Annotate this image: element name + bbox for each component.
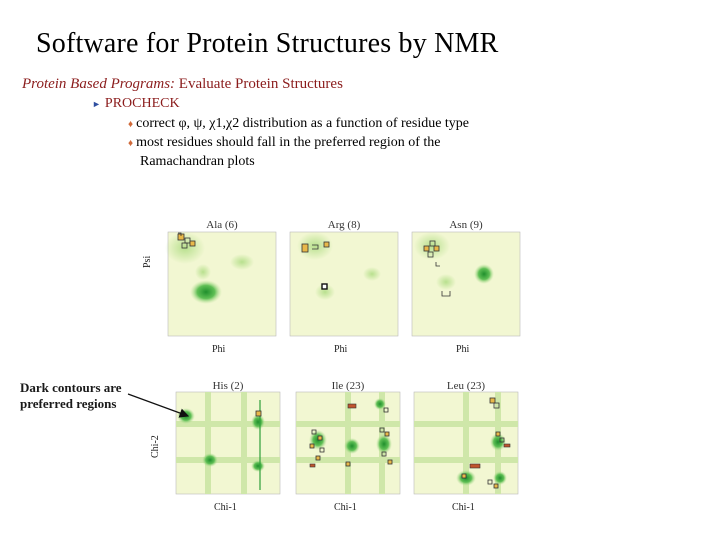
panel-title-arg: Arg (8) — [327, 219, 361, 231]
residue-marker — [469, 463, 481, 469]
contour-dark — [474, 264, 494, 284]
contour-dark — [493, 471, 507, 485]
residue-marker — [435, 262, 440, 267]
residue-marker — [301, 243, 309, 253]
residue-marker — [311, 429, 317, 435]
x-axis-label-leu: Chi-1 — [452, 502, 475, 513]
subtitle-italic: Protein Based Programs: — [22, 76, 176, 92]
bullet-2: ♦ most residues should fall in the prefer… — [128, 135, 441, 151]
triangle-bullet-icon: ► — [92, 99, 101, 109]
panel-title-asn: Asn (9) — [449, 219, 483, 231]
residue-marker — [489, 397, 496, 404]
x-axis-label-his: Chi-1 — [214, 502, 237, 513]
residue-marker — [178, 232, 182, 236]
contour-dark — [490, 433, 506, 451]
panel-title-his: His (2) — [212, 380, 244, 392]
contour-light — [195, 264, 211, 280]
residue-marker — [321, 283, 328, 290]
bullet-2-continuation-text: Ramachandran plots — [140, 154, 255, 169]
subtitle-rest: Evaluate Protein Structures — [175, 76, 343, 92]
x-axis-label-ala: Phi — [212, 344, 226, 355]
contour-light — [230, 254, 254, 270]
residue-marker — [345, 461, 351, 467]
panel-ile — [295, 391, 401, 495]
residue-marker — [495, 431, 501, 437]
diamond-bullet-icon: ♦ — [128, 138, 134, 149]
y-axis-label-top: Psi — [142, 255, 153, 268]
panel-asn — [411, 231, 521, 337]
residue-marker — [493, 483, 499, 489]
residue-marker — [309, 443, 315, 449]
residue-marker — [441, 291, 451, 297]
residue-marker — [423, 245, 430, 252]
residue-marker — [347, 403, 357, 409]
bullet-1: ♦ correct φ, ψ, χ1,χ2 distribution as a f… — [128, 116, 469, 132]
contour-dark — [190, 280, 222, 304]
panel-ala — [165, 231, 277, 337]
contour-dark — [202, 453, 218, 467]
contour-light — [436, 274, 456, 290]
residue-marker — [189, 240, 196, 247]
slide-subtitle: Protein Based Programs: Evaluate Protein… — [22, 76, 343, 93]
contour-dark — [374, 398, 386, 410]
contour-dark — [344, 438, 360, 454]
residue-marker — [319, 447, 325, 453]
panel-leu — [413, 391, 519, 495]
x-axis-label-arg: Phi — [334, 344, 348, 355]
panel-title-ala: Ala (6) — [206, 219, 238, 231]
contour-dark — [177, 408, 195, 424]
residue-marker — [429, 240, 436, 247]
residue-marker — [499, 437, 505, 443]
bullet-1-text: correct φ, ψ, χ1,χ2 distribution as a fu… — [136, 116, 470, 131]
contour-dark — [251, 460, 265, 472]
program-item: ► PROCHECK — [92, 96, 180, 112]
x-axis-label-ile: Chi-1 — [334, 502, 357, 513]
x-axis-label-asn: Phi — [456, 344, 470, 355]
diamond-bullet-icon: ♦ — [128, 119, 134, 130]
residue-marker — [387, 459, 393, 465]
contour-dark — [251, 414, 265, 430]
residue-marker — [323, 241, 330, 248]
residue-marker — [184, 237, 191, 244]
contour-light — [315, 284, 335, 300]
residue-marker — [317, 435, 323, 441]
residue-marker — [315, 455, 321, 461]
program-name: PROCHECK — [104, 96, 180, 111]
contour-light — [363, 267, 381, 281]
slide-title: Software for Protein Structures by NMR — [36, 28, 499, 59]
residue-marker — [309, 463, 316, 468]
contour-dark — [376, 434, 392, 454]
residue-marker — [461, 473, 467, 479]
residue-marker — [255, 410, 262, 417]
residue-marker — [433, 245, 440, 252]
panel-his-plot-area — [175, 391, 281, 495]
residue-marker — [379, 427, 385, 433]
panel-title-ile: Ile (23) — [331, 380, 365, 392]
bullet-2-continuation: Ramachandran plots — [140, 154, 255, 170]
residue-marker — [181, 242, 188, 249]
callout-text: Dark contours are preferred regions — [20, 380, 122, 412]
residue-marker — [487, 479, 493, 485]
residue-marker — [383, 407, 389, 413]
residue-marker — [381, 451, 387, 457]
callout-line-2: preferred regions — [20, 396, 117, 411]
panel-his — [175, 391, 281, 495]
residue-marker — [384, 431, 390, 437]
y-axis-label-bottom: Chi-2 — [150, 435, 161, 458]
callout-arrow — [127, 393, 190, 418]
residue-marker — [493, 402, 500, 409]
panel-arg — [289, 231, 399, 337]
contour-light — [297, 232, 333, 260]
residue-marker — [312, 244, 319, 250]
callout-line-1: Dark contours are — [20, 380, 122, 395]
residue-marker — [503, 443, 511, 448]
residue-marker — [427, 251, 434, 258]
panel-title-leu: Leu (23) — [446, 380, 486, 392]
bullet-2-text: most residues should fall in the preferr… — [136, 135, 441, 150]
